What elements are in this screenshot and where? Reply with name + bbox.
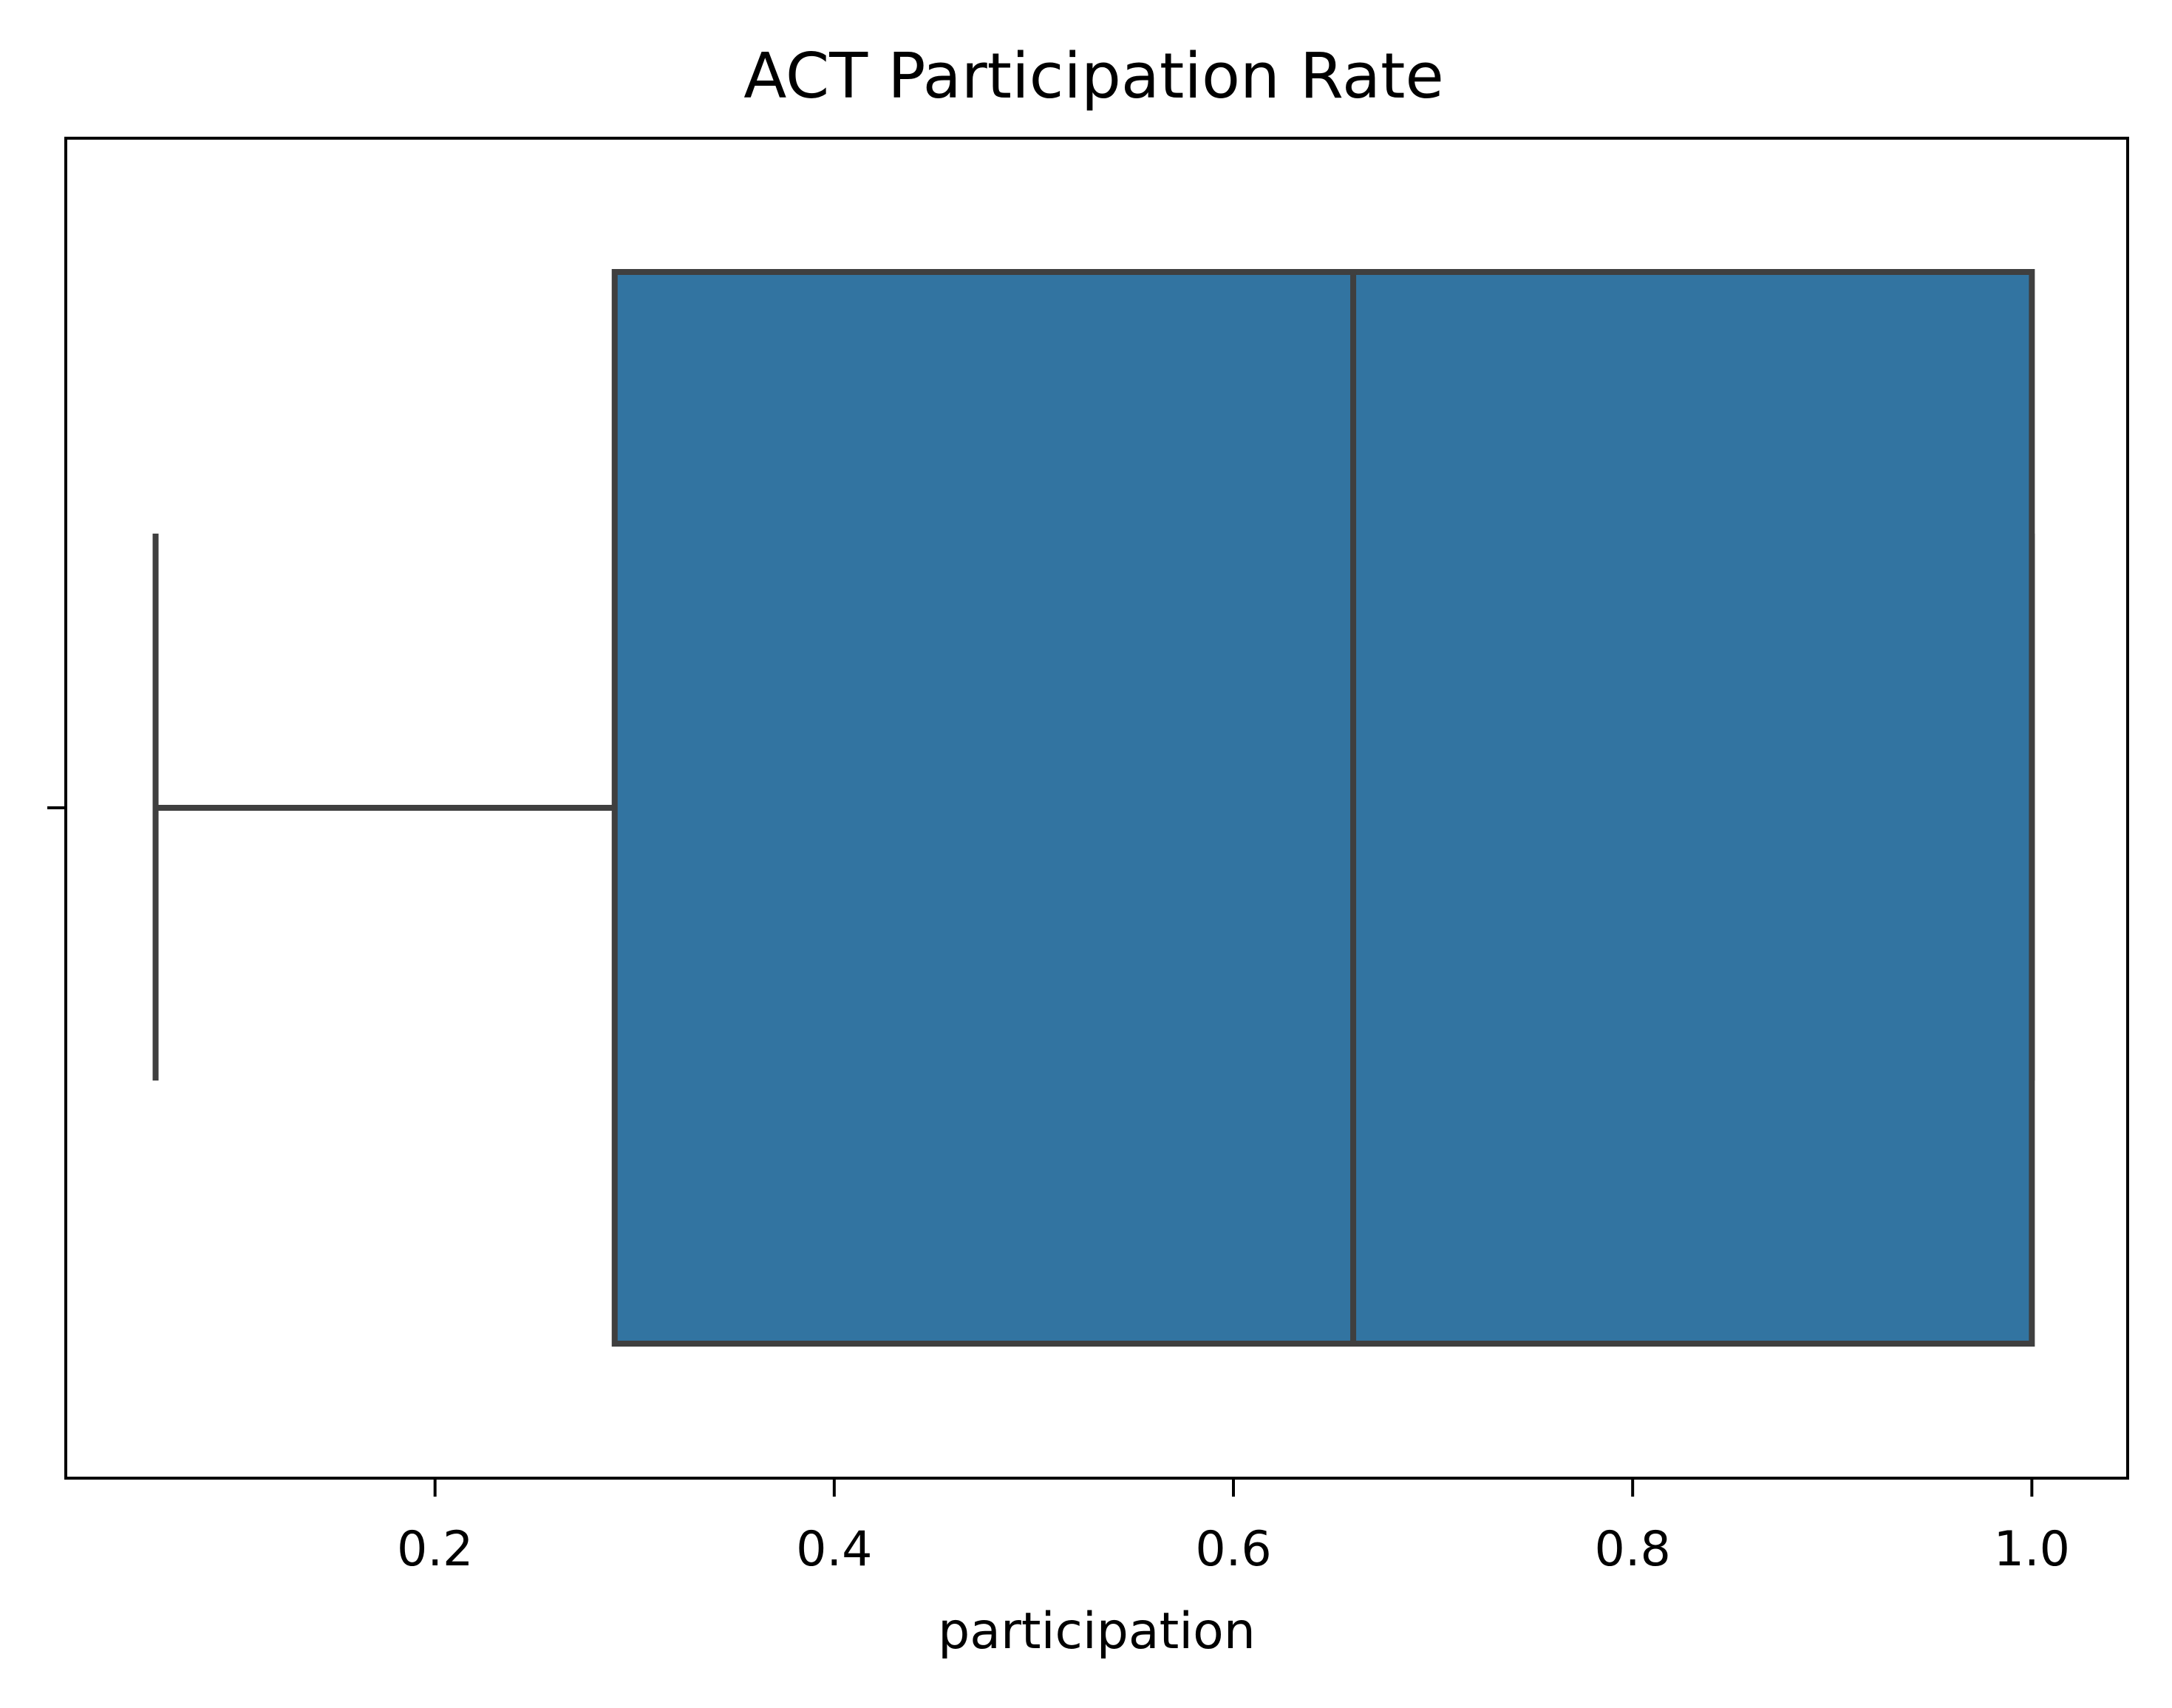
x-axis-ticks: 0.2 0.4 0.6 0.8 1.0 — [397, 1478, 2070, 1577]
x-tick-label: 0.2 — [397, 1522, 473, 1577]
plot-area — [152, 269, 2035, 1347]
x-tick-label: 0.4 — [796, 1522, 872, 1577]
x-tick-label: 1.0 — [1994, 1522, 2070, 1577]
chart-title: ACT Participation Rate — [743, 40, 1444, 113]
x-tick-label: 0.6 — [1195, 1522, 1271, 1577]
x-axis-label: participation — [938, 1602, 1256, 1661]
x-tick-label: 0.8 — [1594, 1522, 1670, 1577]
iqr-box — [611, 269, 2035, 1347]
